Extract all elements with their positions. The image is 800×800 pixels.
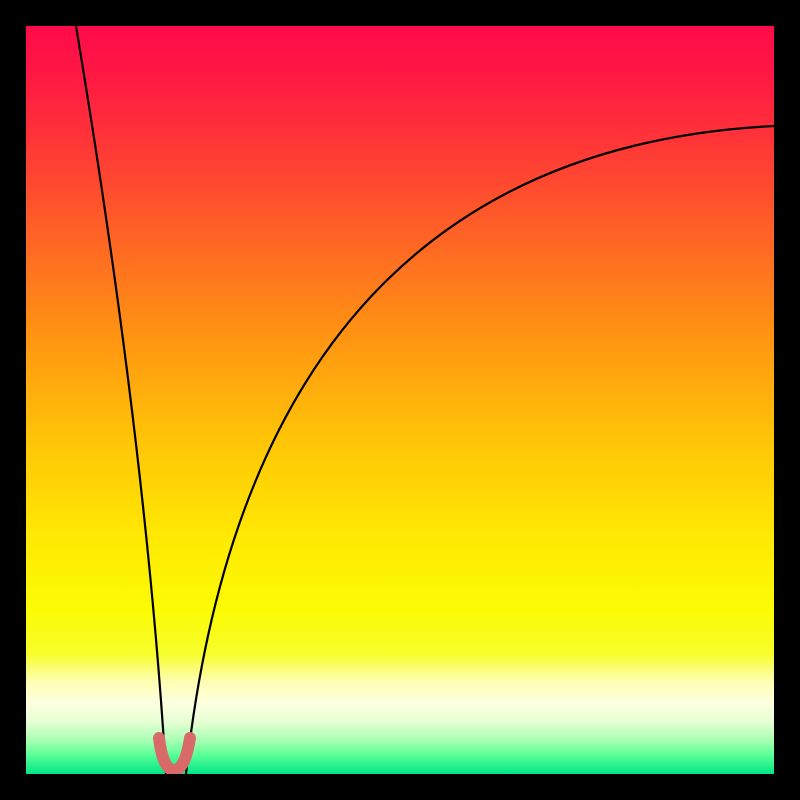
- plot-area: [26, 26, 774, 774]
- curve-overlay: [26, 26, 774, 774]
- chart-frame: TheBottleneck.com: [0, 0, 800, 800]
